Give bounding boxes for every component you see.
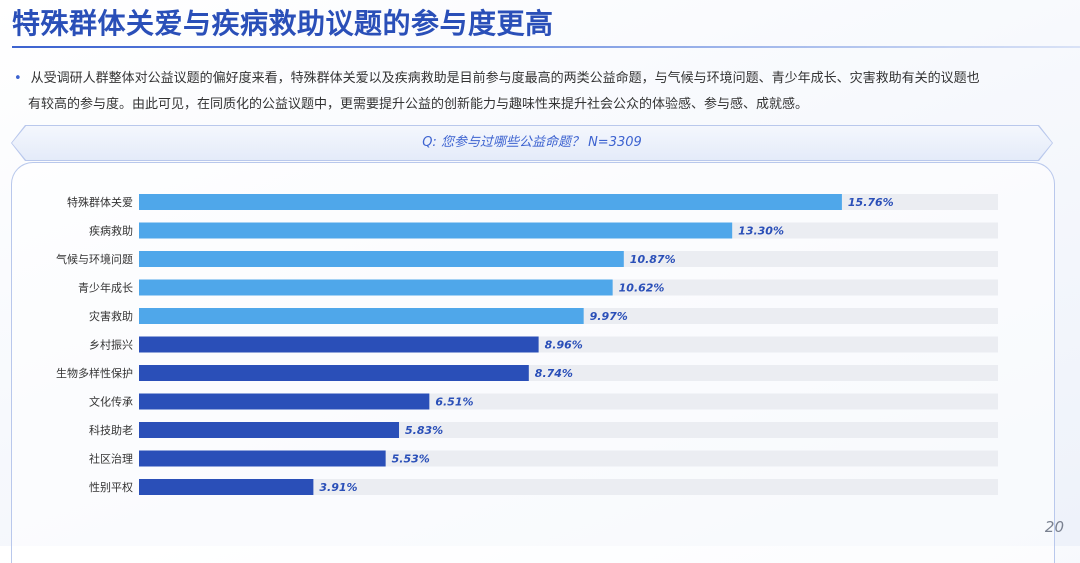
title-underline bbox=[12, 46, 1080, 48]
category-label: 科技助老 bbox=[89, 423, 133, 437]
category-label: 气候与环境问题 bbox=[56, 252, 133, 266]
bar-9 bbox=[139, 422, 400, 438]
bullet-icon: • bbox=[14, 71, 22, 86]
description-line-2: 有较高的参与度。由此可见，在同质化的公益议题中，更需要提升公益的创新能力与趣味性… bbox=[28, 97, 809, 112]
value-label: 5.83% bbox=[405, 424, 443, 437]
category-label: 青少年成长 bbox=[78, 281, 133, 295]
category-label: 文化传承 bbox=[89, 395, 133, 409]
category-label: 生物多样性保护 bbox=[56, 366, 133, 380]
bar-10 bbox=[139, 450, 386, 467]
description-line-1: • 从受调研人群整体对公益议题的偏好度来看，特殊群体关爱以及疾病救助是目前参与度最… bbox=[14, 66, 1064, 92]
category-label: 疾病救助 bbox=[89, 224, 133, 238]
bar-4 bbox=[139, 279, 613, 296]
value-label: 8.96% bbox=[545, 339, 583, 352]
question-banner bbox=[12, 126, 1052, 160]
value-label: 6.51% bbox=[435, 396, 473, 409]
category-label: 特殊群体关爱 bbox=[67, 195, 133, 209]
bar-3 bbox=[139, 251, 624, 267]
page-title: 特殊群体关爱与疾病救助议题的参与度更高 bbox=[12, 7, 554, 40]
value-label: 13.30% bbox=[738, 225, 784, 238]
question-text: Q: 您参与过哪些公益命题？ N=3309 bbox=[422, 135, 642, 150]
category-label: 乡村振兴 bbox=[89, 338, 133, 352]
value-label: 3.91% bbox=[319, 481, 357, 494]
value-label: 15.76% bbox=[848, 196, 894, 209]
bar-track bbox=[139, 479, 998, 495]
bar-2 bbox=[139, 222, 733, 239]
bar-11 bbox=[139, 479, 314, 495]
bar-chart: 特殊群体关爱 15.76% 疾病救助 13.30% 气候与环境问题 10.87% 青少年成长… bbox=[56, 194, 998, 495]
description-text-1: 从受调研人群整体对公益议题的偏好度来看，特殊群体关爱以及疾病救助是目前参与度最高… bbox=[30, 71, 980, 86]
value-label: 8.74% bbox=[535, 367, 573, 380]
value-label: 10.87% bbox=[630, 253, 676, 266]
page-number: 20 bbox=[1044, 518, 1064, 536]
category-label: 灾害救助 bbox=[89, 309, 133, 323]
bar-1 bbox=[139, 194, 842, 210]
chart-panel: 特殊群体关爱 15.76% 疾病救助 13.30% 气候与环境问题 10.87% 青少年成长… bbox=[11, 162, 1055, 563]
value-label: 5.53% bbox=[392, 453, 430, 466]
value-label: 10.62% bbox=[619, 282, 665, 295]
value-label: 9.97% bbox=[590, 310, 628, 323]
bar-7 bbox=[139, 365, 529, 381]
category-label: 社区治理 bbox=[89, 452, 133, 466]
category-label: 性别平权 bbox=[89, 480, 133, 494]
bar-5 bbox=[139, 308, 584, 324]
bar-8 bbox=[139, 393, 430, 410]
description: • 从受调研人群整体对公益议题的偏好度来看，特殊群体关爱以及疾病救助是目前参与度最… bbox=[14, 66, 1064, 118]
bar-6 bbox=[139, 336, 539, 353]
